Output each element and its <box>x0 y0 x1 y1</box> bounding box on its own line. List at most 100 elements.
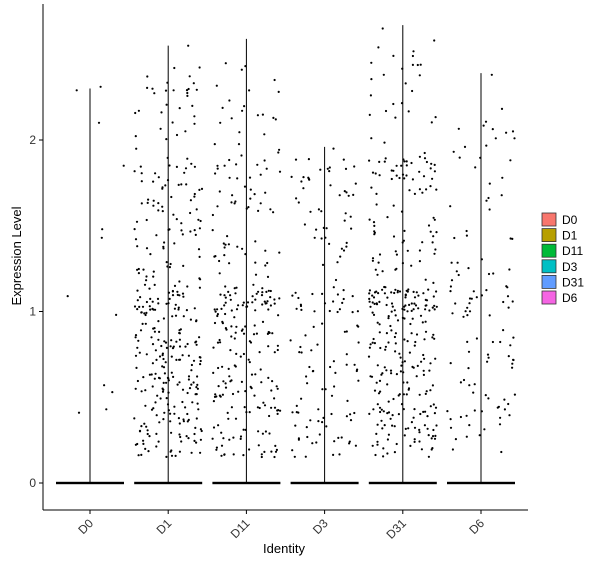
data-point <box>171 294 175 297</box>
data-point <box>387 315 390 318</box>
data-point <box>399 370 402 373</box>
data-point <box>271 332 274 335</box>
data-point <box>353 411 356 415</box>
data-point <box>342 158 345 161</box>
data-point <box>195 343 198 346</box>
data-point <box>390 169 393 172</box>
data-point <box>195 417 198 420</box>
data-point <box>505 131 508 134</box>
data-point <box>368 412 371 415</box>
data-point <box>278 148 281 151</box>
data-point <box>342 289 345 292</box>
data-point <box>157 176 160 179</box>
data-point <box>404 82 407 85</box>
violin-group-d0 <box>56 85 125 485</box>
data-point <box>424 320 427 323</box>
data-point <box>404 427 407 430</box>
data-point <box>368 346 371 349</box>
data-point <box>392 235 396 238</box>
data-point <box>405 164 408 167</box>
data-point <box>372 337 375 341</box>
data-point <box>198 66 201 69</box>
data-point <box>336 310 339 314</box>
data-point <box>353 165 356 168</box>
data-point <box>297 411 300 414</box>
data-point <box>404 296 407 299</box>
data-point <box>224 386 228 389</box>
data-point <box>334 371 337 374</box>
data-point <box>310 349 313 352</box>
data-point <box>378 160 381 163</box>
data-point <box>433 337 436 340</box>
data-point <box>218 190 221 193</box>
data-point <box>134 443 137 446</box>
data-point <box>276 409 279 412</box>
data-point <box>395 442 398 446</box>
data-point <box>180 440 183 443</box>
data-point <box>174 303 177 306</box>
data-point <box>400 210 404 213</box>
data-point <box>329 365 332 369</box>
data-point <box>252 333 256 336</box>
data-point <box>170 355 173 358</box>
data-point <box>378 300 381 303</box>
data-point <box>153 377 156 380</box>
data-point <box>509 159 512 162</box>
data-point <box>194 233 197 236</box>
data-point <box>372 221 376 224</box>
data-point <box>152 199 155 202</box>
data-point <box>395 164 398 167</box>
data-point <box>140 172 143 175</box>
data-point <box>486 360 489 363</box>
data-point <box>386 296 389 299</box>
data-point <box>277 314 280 317</box>
data-point <box>134 387 137 390</box>
data-point <box>178 381 181 384</box>
data-point <box>176 290 179 293</box>
data-point <box>257 209 260 212</box>
data-point <box>170 371 173 374</box>
data-point <box>463 145 467 148</box>
data-point <box>403 177 406 180</box>
data-point <box>276 344 279 347</box>
data-point <box>152 327 155 330</box>
data-point <box>214 255 217 258</box>
data-point <box>133 228 136 231</box>
data-point <box>145 275 148 278</box>
data-point <box>193 165 196 168</box>
data-point <box>151 343 155 346</box>
data-point <box>394 350 397 353</box>
data-point <box>320 237 323 240</box>
data-point <box>370 137 373 140</box>
data-point <box>423 151 426 155</box>
data-point <box>332 286 335 289</box>
data-point <box>381 288 384 291</box>
data-point <box>403 434 406 437</box>
zero-points-band <box>212 481 281 485</box>
data-point <box>405 174 408 177</box>
data-point <box>152 270 155 273</box>
data-point <box>405 160 408 163</box>
data-point <box>485 289 488 292</box>
data-point <box>434 357 437 360</box>
data-point <box>217 385 220 388</box>
data-point <box>313 236 316 239</box>
data-point <box>345 415 348 418</box>
data-point <box>454 302 457 305</box>
data-point <box>432 281 435 284</box>
data-point <box>233 287 236 290</box>
data-point <box>276 387 279 390</box>
data-point <box>374 172 377 175</box>
data-point <box>368 218 371 221</box>
data-point <box>499 340 502 344</box>
data-point <box>196 402 199 405</box>
data-point <box>300 351 303 354</box>
data-point <box>300 180 303 183</box>
data-point <box>513 137 516 140</box>
data-point <box>418 74 421 77</box>
data-point <box>386 412 389 415</box>
data-point <box>199 219 202 223</box>
data-point <box>387 400 390 403</box>
data-point <box>377 261 380 264</box>
violin-group-d1 <box>133 44 204 485</box>
